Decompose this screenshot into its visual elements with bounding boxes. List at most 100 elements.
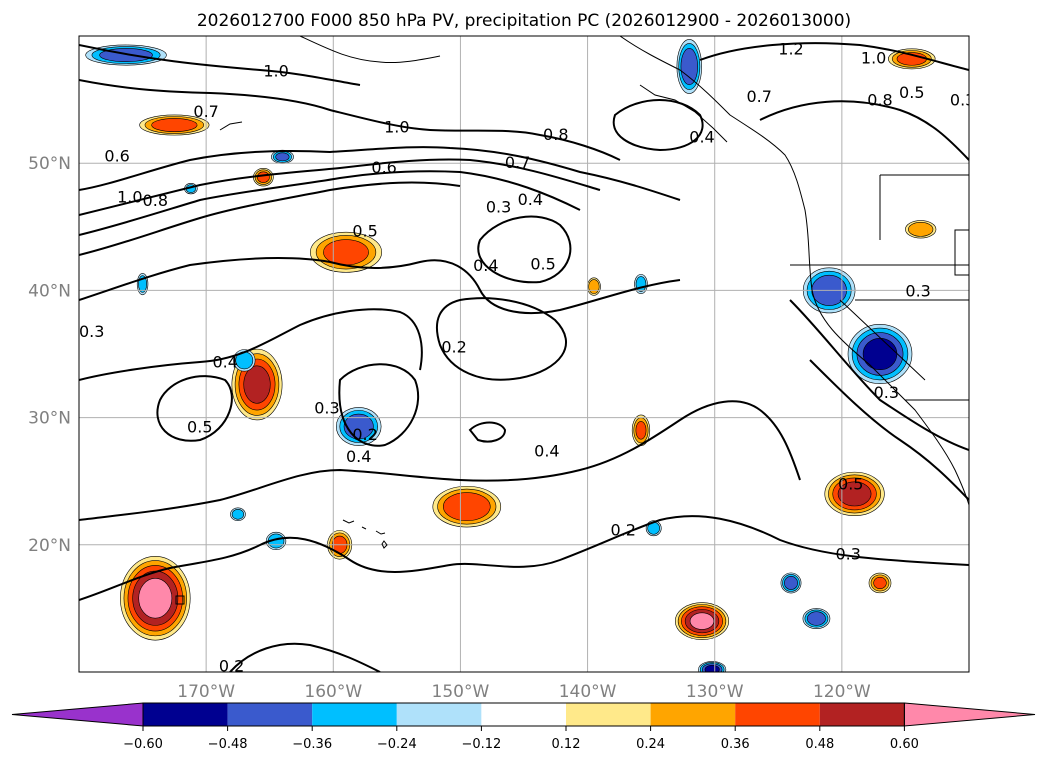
colorbar-tick-label: −0.36 — [292, 737, 332, 752]
contour-label: 0.5 — [838, 475, 863, 494]
pv-contour-closed — [468, 421, 507, 443]
precip-positive-anomaly — [587, 277, 601, 296]
precip-negative-anomaly — [136, 272, 149, 296]
colorbar-segment — [481, 703, 566, 726]
colorbar-under-extension — [11, 702, 144, 727]
colorbar-segment — [396, 703, 482, 726]
precip-level-fill — [151, 118, 198, 132]
contour-label: 0.5 — [530, 255, 555, 274]
contour-label: 0.8 — [543, 125, 568, 144]
contour-label: 0.3 — [314, 398, 339, 417]
contour-label: 0.2 — [352, 425, 377, 444]
colorbar-tick-label: 0.24 — [636, 737, 665, 752]
contour-label: 0.4 — [212, 353, 237, 372]
pv-contour-line — [79, 257, 681, 314]
pv-contour-closed — [612, 99, 704, 152]
colorbar-segment — [819, 703, 905, 726]
pv-contour-line — [79, 158, 601, 216]
pv-contour-line — [79, 181, 461, 256]
contour-labels: 1.00.70.61.0 0.81.00.6 0.70.8 0.41.2 1.00.80… — [79, 40, 975, 672]
contour-label: 0.7 — [193, 102, 218, 121]
colorbar-tick-label: −0.24 — [377, 737, 417, 752]
precip-level-fill — [275, 152, 290, 162]
colorbar-segment — [312, 703, 397, 726]
colorbar-segments — [11, 702, 1036, 727]
precip-level-fill — [588, 279, 600, 294]
lon-tick-label: 150°W — [432, 682, 490, 702]
coastlines — [175, 36, 969, 605]
colorbar-segment — [735, 703, 820, 726]
colorbar-tick-label: −0.48 — [208, 737, 248, 752]
precip-positive-anomaly — [675, 602, 729, 640]
contour-label: 1.0 — [861, 49, 886, 68]
precip-negative-anomaly — [847, 324, 913, 384]
colorbar-outline — [142, 702, 905, 727]
colorbar: −0.60 −0.48 −0.36 −0.24 −0.12 0.12 0.24 0.36 0.4… — [11, 702, 1036, 752]
precip-level-fill — [442, 492, 491, 522]
pv-contours — [79, 42, 969, 672]
map-panel: 1.00.70.61.0 0.81.00.6 0.70.8 0.41.2 1.00.80… — [78, 35, 975, 673]
precip-level-fill — [862, 337, 898, 371]
precip-positive-anomaly — [905, 220, 937, 239]
precip-negative-anomaly — [802, 608, 831, 630]
precip-level-fill — [257, 171, 270, 183]
colorbar-segment — [566, 703, 651, 726]
pv-contour-closed — [156, 375, 233, 442]
colorbar-tick-label: −0.60 — [123, 737, 163, 752]
chart-title: 2026012700 F000 850 hPa PV, precipitatio… — [197, 11, 851, 31]
alaska-aleutian-coast — [219, 36, 728, 143]
pv-contour-line — [809, 359, 969, 501]
precip-negative-anomaly — [780, 572, 802, 594]
precip-positive-anomaly — [253, 168, 274, 187]
lat-tick-label: 40°N — [28, 281, 71, 301]
precip-level-fill — [138, 578, 173, 619]
pv-contour-line — [79, 400, 801, 521]
contour-label: 0.3 — [79, 322, 104, 341]
precip-positive-anomaly — [888, 48, 936, 70]
precip-level-fill — [635, 421, 647, 440]
lat-tick-label: 50°N — [28, 154, 71, 174]
colorbar-tick-label: 0.36 — [721, 737, 750, 752]
north-america-coastline — [619, 36, 969, 506]
lon-tick-label: 120°W — [813, 682, 871, 702]
precip-level-fill — [807, 611, 826, 626]
graticule — [79, 36, 969, 672]
contour-label: 1.0 — [263, 61, 288, 80]
precip-positive-anomaly — [432, 485, 502, 528]
pv-contour-line — [79, 44, 361, 86]
colorbar-tick-label: 0.12 — [552, 737, 581, 752]
precip-level-fill — [243, 365, 271, 404]
precip-level-fill — [689, 612, 715, 630]
pv-contour-line — [79, 146, 681, 201]
contour-label: 0.8 — [867, 91, 892, 110]
precip-negative-anomaly — [335, 407, 382, 446]
contour-label: 0.3 — [950, 91, 975, 110]
pv-contour-line — [699, 42, 969, 71]
colorbar-tick-label: 0.48 — [805, 737, 834, 752]
precip-level-fill — [908, 222, 934, 237]
precip-positive-anomaly — [139, 114, 210, 136]
longitude-tick-labels: 170°W 160°W 150°W 140°W 130°W 120°W — [177, 682, 871, 702]
colorbar-segment — [227, 703, 313, 726]
precip-level-fill — [784, 576, 798, 590]
contour-label: 0.4 — [518, 190, 543, 209]
colorbar-segment — [650, 703, 736, 726]
contour-label: 1.2 — [778, 40, 803, 59]
contour-label: 0.6 — [371, 158, 396, 177]
pacific-islands — [175, 519, 388, 605]
contour-label: 0.2 — [441, 337, 466, 356]
colorbar-tick-label: −0.12 — [461, 737, 501, 752]
pv-contour-line — [79, 79, 621, 161]
contour-label: 0.4 — [689, 127, 714, 146]
state-borders — [790, 174, 969, 401]
precip-level-fill — [680, 47, 698, 86]
precip-negative-anomaly — [698, 661, 727, 672]
precip-level-fill — [837, 481, 872, 507]
pv-contour-line — [229, 642, 381, 672]
precip-level-fill — [873, 576, 887, 589]
pv-contour-line — [79, 308, 423, 381]
precip-level-fill — [704, 664, 720, 672]
lat-tick-label: 30°N — [28, 409, 71, 429]
colorbar-over-extension — [903, 702, 1036, 727]
